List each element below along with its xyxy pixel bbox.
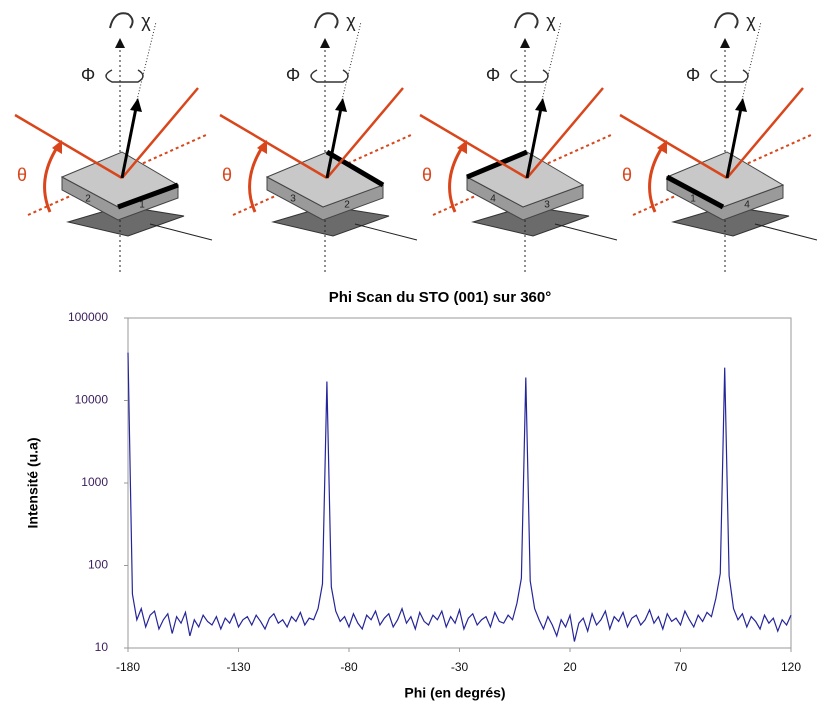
corner-label: 4 (744, 200, 750, 211)
incident-beam (419, 113, 528, 180)
theta-arc-head (257, 140, 267, 154)
x-tick-label: 120 (781, 660, 801, 674)
edge-highlight (466, 149, 528, 180)
x-axis-label: Phi (en degrés) (404, 685, 505, 701)
normal-arrow (325, 107, 343, 179)
chi-axis (741, 21, 762, 101)
phi-label: Φ (286, 65, 300, 85)
normal-arrow-head (335, 98, 347, 112)
theta-arc-head (657, 140, 667, 154)
x-tick-label: -180 (116, 660, 140, 674)
reflected-beam (726, 87, 804, 179)
theta-arc-head (457, 140, 467, 154)
normal-arrow (725, 107, 743, 179)
plate-arm (554, 223, 618, 241)
theta-arc (448, 145, 465, 213)
edge-highlight (665, 174, 725, 210)
theta-arc (248, 145, 265, 213)
arrow-head (115, 38, 125, 48)
theta-label: θ (222, 165, 232, 185)
arrow-head (720, 38, 730, 48)
chi-axis (136, 21, 157, 101)
reflected-beam (526, 87, 604, 179)
chi-axis (541, 21, 562, 101)
plate-arm (754, 223, 818, 241)
phi-rotation (710, 69, 749, 83)
y-tick-label: 1000 (81, 475, 108, 489)
reflected-beam (121, 87, 199, 179)
edge-highlight (117, 182, 179, 210)
normal-arrow-head (735, 98, 747, 112)
chi-rotation (314, 12, 339, 29)
incident-beam (14, 113, 123, 180)
phi-rotation (510, 69, 549, 83)
phi-label: Φ (81, 65, 95, 85)
theta-arc (648, 145, 665, 213)
normal-arrow-head (535, 98, 547, 112)
theta-label: θ (17, 165, 27, 185)
chi-label: χ (546, 11, 556, 31)
corner-label: 3 (290, 194, 296, 205)
corner-label: 3 (544, 200, 550, 211)
corner-label: 2 (85, 194, 91, 205)
normal-arrow (120, 107, 138, 179)
plate-arm (354, 223, 418, 241)
incident-beam (619, 113, 728, 180)
phi-label: Φ (686, 65, 700, 85)
diagram: θ Φχ 3 2 (219, 11, 418, 272)
chi-rotation (714, 12, 739, 29)
reflected-beam (326, 87, 404, 179)
theta-label: θ (422, 165, 432, 185)
x-tick-label: -80 (340, 660, 358, 674)
edge-highlight (325, 149, 385, 188)
corner-label: 4 (490, 194, 496, 205)
chi-axis (341, 21, 362, 101)
y-tick-label: 10 (95, 640, 109, 654)
chart-title: Phi Scan du STO (001) sur 360° (329, 289, 551, 306)
chi-rotation (514, 12, 539, 29)
normal-arrow (525, 107, 543, 179)
phi-rotation (105, 69, 144, 83)
corner-label: 1 (139, 200, 145, 211)
diagram: θ Φχ 1 4 (619, 11, 818, 272)
incident-beam (219, 113, 328, 180)
y-tick-label: 100000 (68, 310, 108, 324)
chi-label: χ (346, 11, 356, 31)
theta-arc-head (52, 140, 62, 154)
y-tick-label: 100 (88, 558, 108, 572)
x-tick-label: -30 (451, 660, 469, 674)
arrow-head (520, 38, 530, 48)
theta-label: θ (622, 165, 632, 185)
x-tick-label: -130 (226, 660, 250, 674)
y-tick-label: 10000 (75, 393, 109, 407)
arrow-head (320, 38, 330, 48)
phi-rotation (310, 69, 349, 83)
chi-rotation (109, 12, 134, 29)
corner-label: 2 (344, 200, 350, 211)
data-line (127, 352, 792, 642)
plate-arm (149, 223, 213, 241)
plot-frame (127, 317, 792, 649)
chi-label: χ (746, 11, 756, 31)
y-axis-label: Intensité (u.a) (25, 437, 41, 528)
phi-label: Φ (486, 65, 500, 85)
x-tick-label: 20 (563, 660, 577, 674)
x-tick-label: 70 (674, 660, 688, 674)
theta-arc (43, 145, 60, 213)
diagram: θ Φχ 4 3 (419, 11, 618, 272)
normal-arrow-head (130, 98, 142, 112)
corner-label: 1 (690, 194, 696, 205)
chi-label: χ (141, 11, 151, 31)
diagram: θ Φχ 2 1 (14, 11, 213, 272)
